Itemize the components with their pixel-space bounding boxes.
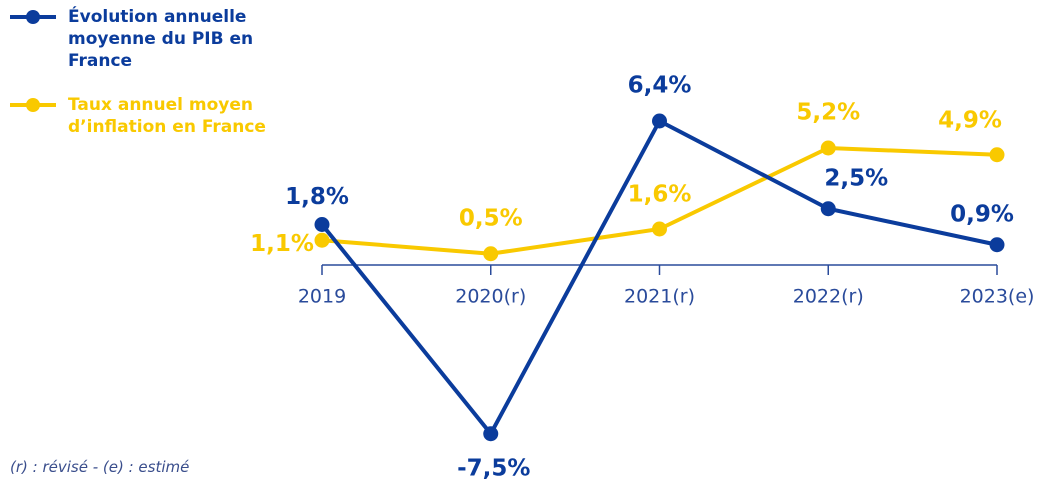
data-label: 2,5% xyxy=(824,165,888,191)
data-label: 4,9% xyxy=(938,107,1002,133)
data-point xyxy=(820,201,836,217)
data-label: 5,2% xyxy=(796,100,860,126)
data-label: 1,1% xyxy=(250,231,314,257)
series-line xyxy=(320,118,998,438)
data-point xyxy=(989,237,1005,253)
data-point xyxy=(314,232,330,248)
data-point xyxy=(314,217,330,232)
data-label: 1,8% xyxy=(285,184,349,210)
x-tick-label: 2023(e) xyxy=(960,286,1035,308)
data-label: -7,5% xyxy=(457,455,530,479)
legend-swatch xyxy=(10,10,56,24)
footnote: (r) : révisé - (e) : estimé xyxy=(10,458,190,476)
x-tick-label: 2020(r) xyxy=(455,286,526,308)
legend-swatch xyxy=(10,98,56,112)
x-tick-label: 2019 xyxy=(298,286,346,308)
data-label: 0,5% xyxy=(459,205,523,231)
data-point xyxy=(483,426,499,442)
data-label: 1,6% xyxy=(628,182,692,208)
data-label: 6,4% xyxy=(628,73,692,99)
data-point xyxy=(820,140,836,156)
legend-entry: Évolution annuelle moyenne du PIB en Fra… xyxy=(8,6,278,72)
legend-label: Évolution annuelle moyenne du PIB en Fra… xyxy=(68,7,254,71)
x-tick-label: 2021(r) xyxy=(624,286,695,308)
data-point xyxy=(652,221,667,237)
data-point xyxy=(652,113,667,129)
data-label: 0,9% xyxy=(950,201,1014,227)
legend-entry: Taux annuel moyen d’inflation en France xyxy=(8,94,278,138)
x-tick-label: 2022(r) xyxy=(793,286,864,308)
data-point xyxy=(989,147,1005,163)
legend-label: Taux annuel moyen d’inflation en France xyxy=(68,95,266,137)
data-point xyxy=(483,246,499,262)
